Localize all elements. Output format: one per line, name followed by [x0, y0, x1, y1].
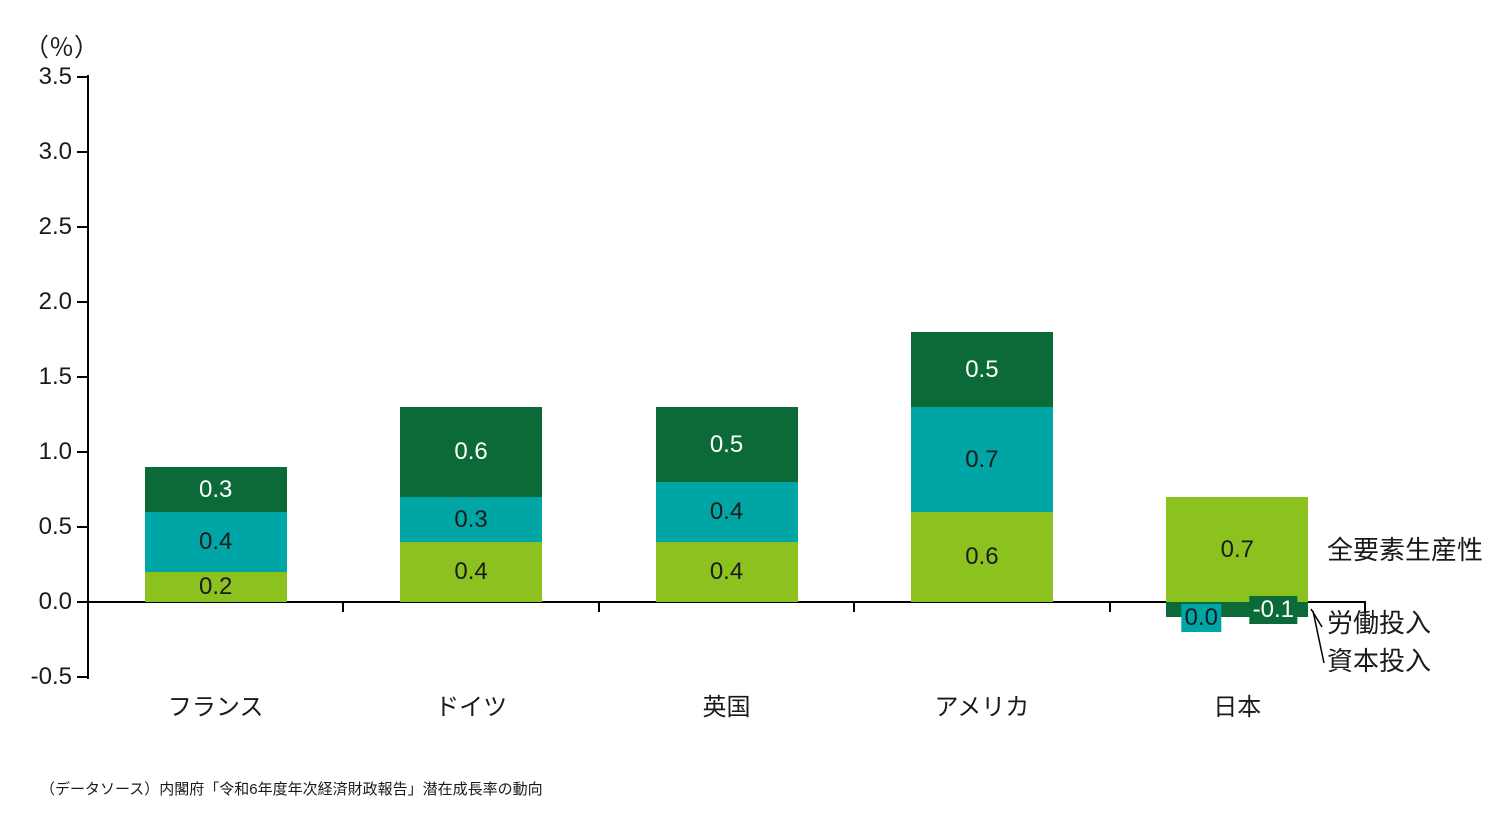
y-axis-tick-label: 1.0	[38, 438, 72, 465]
bar-value-label: 0.6	[962, 543, 1002, 571]
y-axis-tick	[77, 151, 87, 153]
y-axis-tick-label: 0.5	[38, 513, 72, 540]
bar-value-label: 0.4	[196, 528, 236, 556]
x-axis-tick	[1364, 603, 1366, 612]
data-source-note: （データソース）内閣府「令和6年度年次経済財政報告」潜在成長率の動向	[40, 781, 543, 798]
y-axis-tick	[77, 376, 87, 378]
bar-value-label: -0.1	[1249, 595, 1297, 624]
y-axis-tick-label: 2.5	[38, 213, 72, 240]
x-axis-tick	[342, 603, 345, 612]
bar-value-label: 0.3	[196, 475, 236, 504]
x-category-label: 日本	[1213, 694, 1262, 721]
y-axis-unit-label: （％）	[24, 34, 100, 62]
annotation-labor-label: 労働投入	[1327, 608, 1432, 638]
y-axis-tick	[77, 526, 87, 528]
bar-value-label: 0.7	[962, 445, 1002, 474]
x-category-label: 英国	[702, 694, 751, 721]
annotation-tfp-label: 全要素生産性	[1327, 535, 1484, 565]
y-axis-tick	[77, 301, 87, 303]
bar-value-label: 0.4	[706, 498, 747, 526]
bar-value-label: 0.5	[962, 355, 1002, 384]
y-axis-tick-label: 3.5	[38, 63, 72, 90]
y-axis-tick	[77, 601, 87, 603]
bar-value-label: 0.6	[451, 438, 491, 466]
x-category-label: フランス	[167, 694, 264, 721]
x-category-label: ドイツ	[435, 694, 508, 721]
y-axis-tick-label: -0.5	[30, 663, 72, 690]
x-category-label: アメリカ	[934, 694, 1030, 721]
y-axis-tick-label: 3.0	[38, 138, 72, 165]
x-axis-tick	[853, 603, 856, 612]
y-axis-tick	[77, 676, 87, 678]
y-axis-tick-label: 2.0	[38, 288, 72, 315]
y-axis-tick	[77, 226, 87, 228]
leader-lines	[1310, 608, 1325, 664]
capital-leader-line	[1312, 610, 1325, 664]
y-axis-tick-label: 0.0	[38, 588, 72, 615]
y-axis-tick	[77, 451, 87, 453]
x-axis-tick	[597, 603, 600, 612]
bar-value-label: 0.5	[706, 430, 747, 459]
y-axis-tick-label: 1.5	[38, 363, 72, 390]
bar-value-label: 0.4	[451, 558, 491, 586]
x-axis-tick	[1108, 603, 1111, 612]
annotation-capital-label: 資本投入	[1327, 646, 1432, 676]
y-axis-tick	[77, 76, 87, 78]
bar-value-label: 0.2	[196, 573, 236, 601]
y-axis-line	[87, 75, 89, 679]
bar-value-label: 0.0	[1181, 604, 1221, 632]
x-axis-line	[87, 601, 1366, 603]
bar-value-label: 0.7	[1217, 535, 1257, 564]
bar-value-label: 0.3	[451, 505, 491, 534]
bar-value-label: 0.4	[706, 558, 747, 586]
